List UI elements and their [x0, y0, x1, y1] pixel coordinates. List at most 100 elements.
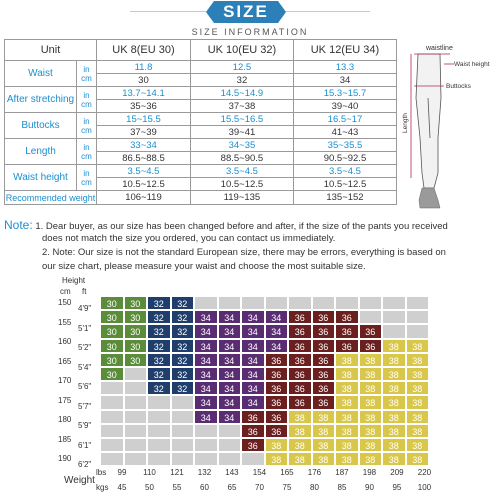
value-cm: 10.5~12.5	[96, 177, 191, 191]
chart-cell: 34	[194, 310, 218, 325]
chart-cell: 38	[405, 423, 429, 438]
y-tick-ft: 5'9"	[78, 421, 92, 431]
chart-cell: 38	[335, 367, 359, 382]
chart-cell: 38	[311, 409, 335, 424]
chart-cell	[147, 423, 171, 438]
chart-cell: 38	[405, 338, 429, 353]
chart-cell: 38	[382, 452, 406, 467]
value-weight: 106~119	[96, 190, 191, 205]
chart-cell: 36	[264, 352, 288, 367]
chart-cell	[217, 438, 241, 453]
chart-cell	[217, 452, 241, 467]
chart-cell: 38	[382, 338, 406, 353]
value-in: 15.3~15.7	[292, 86, 398, 100]
chart-cell: 30	[123, 338, 147, 353]
chart-cell: 36	[241, 438, 265, 453]
x-tick-kgs: 100	[417, 483, 432, 492]
chart-cell: 36	[311, 381, 335, 396]
size-table: Unit UK 8(EU 30) UK 10(EU 32) UK 12(EU 3…	[4, 39, 398, 205]
chart-cell	[405, 296, 429, 311]
chart-cell: 30	[123, 324, 147, 339]
chart-cell: 34	[264, 338, 288, 353]
chart-cell: 34	[217, 395, 241, 410]
chart-cell: 34	[217, 324, 241, 339]
note-1-text: 1. Dear buyer, as our size has been chan…	[35, 221, 448, 232]
chart-cell: 32	[147, 324, 171, 339]
chart-cell: 38	[358, 381, 382, 396]
table-body: Waist in cm 11.8 12.5 13.3 30 32 34 After stretch…	[4, 60, 398, 205]
chart-cell	[100, 438, 124, 453]
x-tick-lbs: 110	[143, 468, 156, 477]
y-tick-cm: 190	[58, 454, 72, 464]
x-tick-kgs: 45	[117, 483, 127, 492]
chart-cell: 34	[241, 338, 265, 353]
chart-cell	[123, 367, 147, 382]
y-tick-cm: 160	[58, 337, 72, 347]
row-label: Waist	[4, 60, 77, 87]
chart-cell: 34	[194, 409, 218, 424]
chart-cell: 36	[311, 367, 335, 382]
value-cm: 37~38	[189, 99, 294, 113]
table-row: 30 32 34	[5, 73, 398, 87]
y-tick-ft: 5'4"	[78, 362, 92, 372]
chart-cell: 34	[194, 367, 218, 382]
chart-cell	[194, 296, 218, 311]
x-tick-kgs: 50	[145, 483, 154, 492]
page-title: SIZE	[206, 1, 286, 23]
chart-cell: 38	[311, 438, 335, 453]
row-label: After stretching	[4, 86, 77, 113]
chart-cell: 36	[241, 409, 265, 424]
chart-cell	[147, 452, 171, 467]
chart-cell: 32	[170, 381, 194, 396]
chart-cell: 30	[100, 352, 124, 367]
row-units: in cm	[76, 112, 97, 139]
chart-cell: 38	[311, 423, 335, 438]
chart-cell: 38	[382, 367, 406, 382]
chart-cell: 38	[382, 438, 406, 453]
table-header-row: Unit UK 8(EU 30) UK 10(EU 32) UK 12(EU 3…	[4, 39, 398, 61]
x-tick-lbs: 198	[362, 468, 377, 477]
x-tick-lbs: 99	[117, 468, 127, 477]
x-tick-kgs: 75	[282, 483, 292, 492]
label-waist-height: Waist height	[454, 61, 490, 68]
value-in: 3.5~4.5	[189, 164, 294, 178]
x-axis-title: Weight	[64, 475, 95, 486]
chart-cell: 30	[100, 324, 124, 339]
value-cm: 88.5~90.5	[189, 151, 294, 165]
chart-cell: 36	[288, 381, 312, 396]
x-tick-lbs: 187	[335, 468, 349, 477]
label-buttocks: Buttocks	[446, 83, 472, 90]
x-tick-lbs: 154	[252, 468, 267, 477]
chart-cell	[100, 452, 124, 467]
chart-cell: 36	[264, 395, 288, 410]
y-tick-ft: 6'2"	[78, 460, 92, 470]
y-axis-title: Height	[62, 276, 86, 285]
chart-cell: 32	[147, 367, 171, 382]
x-tick-kgs: 90	[365, 483, 374, 492]
row-label: Length	[4, 138, 77, 165]
column-header: UK 12(EU 34)	[292, 39, 398, 61]
chart-cell: 34	[241, 381, 265, 396]
x-tick-lbs: 220	[417, 468, 432, 477]
value-cm: 90.5~92.5	[292, 151, 398, 165]
chart-cell	[123, 409, 147, 424]
chart-cell	[170, 395, 194, 410]
chart-cell: 34	[217, 409, 241, 424]
chart-cell: 38	[405, 367, 429, 382]
row-units: in cm	[76, 138, 97, 165]
chart-cell: 36	[288, 352, 312, 367]
chart-cell: 34	[194, 395, 218, 410]
chart-cell	[335, 296, 359, 311]
chart-cell	[382, 310, 406, 325]
chart-cell: 30	[123, 310, 147, 325]
column-header: UK 10(EU 32)	[189, 39, 294, 61]
x-unit-lbs: lbs	[96, 468, 107, 477]
chart-cell: 38	[358, 409, 382, 424]
x-tick-kgs: 70	[255, 483, 264, 492]
value-in: 34~35	[189, 138, 294, 152]
row-label: Buttocks	[4, 112, 77, 139]
chart-cell	[100, 395, 124, 410]
chart-cell: 36	[358, 324, 382, 339]
chart-cell: 30	[100, 310, 124, 325]
chart-cell: 38	[405, 438, 429, 453]
